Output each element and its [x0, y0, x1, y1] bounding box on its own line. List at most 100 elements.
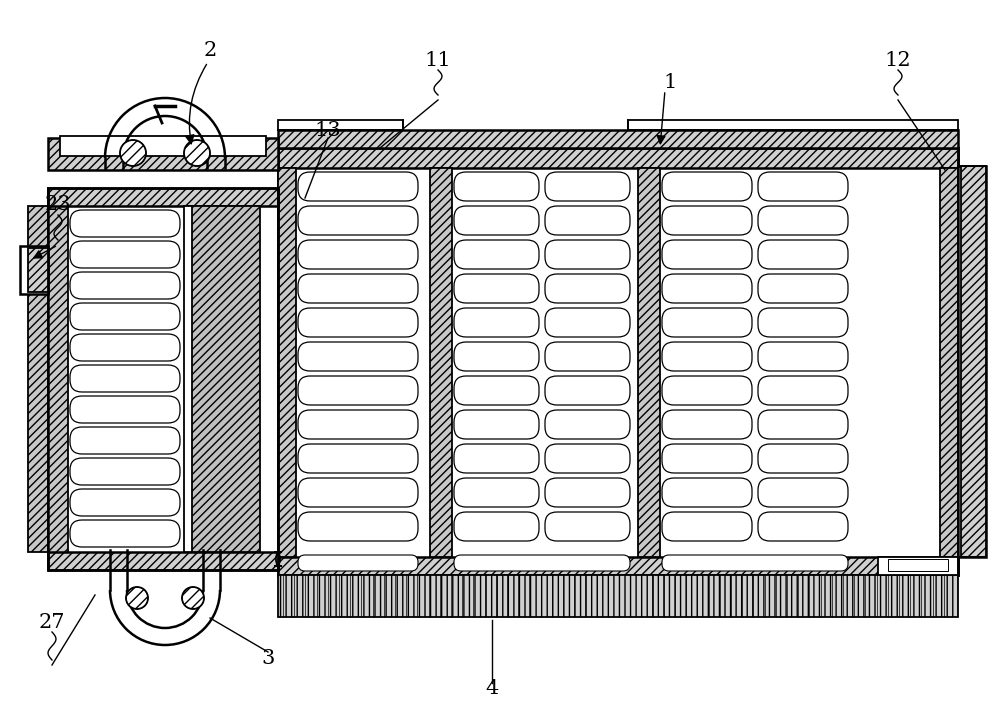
FancyBboxPatch shape — [758, 172, 848, 201]
FancyBboxPatch shape — [758, 410, 848, 439]
Bar — [958, 166, 986, 557]
Bar — [628, 120, 958, 130]
FancyBboxPatch shape — [70, 365, 180, 392]
Bar — [430, 168, 452, 557]
FancyBboxPatch shape — [545, 512, 630, 541]
FancyBboxPatch shape — [662, 376, 752, 405]
Bar — [638, 168, 660, 557]
FancyBboxPatch shape — [70, 272, 180, 299]
FancyBboxPatch shape — [545, 206, 630, 235]
Text: 3: 3 — [261, 648, 275, 667]
FancyBboxPatch shape — [758, 342, 848, 371]
Bar — [940, 168, 958, 557]
FancyBboxPatch shape — [545, 240, 630, 269]
Bar — [48, 188, 68, 570]
FancyBboxPatch shape — [454, 410, 539, 439]
FancyBboxPatch shape — [298, 478, 418, 507]
Circle shape — [184, 140, 210, 166]
FancyBboxPatch shape — [545, 172, 630, 201]
FancyBboxPatch shape — [298, 342, 418, 371]
FancyBboxPatch shape — [545, 478, 630, 507]
Bar — [278, 168, 296, 557]
FancyBboxPatch shape — [758, 206, 848, 235]
FancyBboxPatch shape — [298, 444, 418, 473]
Bar — [888, 559, 948, 571]
FancyBboxPatch shape — [70, 458, 180, 485]
FancyBboxPatch shape — [70, 489, 180, 516]
FancyBboxPatch shape — [298, 376, 418, 405]
Circle shape — [120, 140, 146, 166]
Circle shape — [182, 587, 204, 609]
FancyBboxPatch shape — [70, 303, 180, 330]
FancyBboxPatch shape — [662, 410, 752, 439]
FancyBboxPatch shape — [662, 308, 752, 337]
FancyBboxPatch shape — [454, 206, 539, 235]
FancyBboxPatch shape — [545, 376, 630, 405]
FancyBboxPatch shape — [758, 512, 848, 541]
FancyBboxPatch shape — [298, 274, 418, 303]
FancyBboxPatch shape — [454, 555, 630, 571]
Bar — [278, 148, 958, 168]
FancyBboxPatch shape — [70, 427, 180, 454]
FancyBboxPatch shape — [298, 240, 418, 269]
Bar — [48, 138, 278, 170]
Bar — [60, 136, 266, 156]
FancyBboxPatch shape — [298, 410, 418, 439]
FancyBboxPatch shape — [298, 555, 418, 571]
FancyBboxPatch shape — [454, 512, 539, 541]
Bar — [184, 206, 192, 552]
Bar — [278, 557, 958, 575]
FancyBboxPatch shape — [454, 376, 539, 405]
FancyBboxPatch shape — [545, 308, 630, 337]
FancyBboxPatch shape — [298, 206, 418, 235]
FancyBboxPatch shape — [662, 172, 752, 201]
Text: 27: 27 — [39, 613, 65, 632]
FancyBboxPatch shape — [454, 444, 539, 473]
Text: 11: 11 — [425, 50, 451, 70]
FancyBboxPatch shape — [662, 555, 848, 571]
FancyBboxPatch shape — [454, 274, 539, 303]
Bar — [48, 552, 278, 570]
FancyBboxPatch shape — [70, 334, 180, 361]
Bar — [878, 557, 958, 575]
Bar — [48, 188, 278, 570]
FancyBboxPatch shape — [545, 410, 630, 439]
FancyBboxPatch shape — [662, 240, 752, 269]
FancyBboxPatch shape — [662, 444, 752, 473]
Bar — [961, 166, 986, 557]
FancyBboxPatch shape — [454, 308, 539, 337]
FancyBboxPatch shape — [662, 342, 752, 371]
Text: 13: 13 — [315, 121, 341, 140]
FancyBboxPatch shape — [662, 206, 752, 235]
FancyBboxPatch shape — [662, 274, 752, 303]
FancyBboxPatch shape — [454, 478, 539, 507]
FancyBboxPatch shape — [298, 172, 418, 201]
Text: 2: 2 — [203, 41, 217, 60]
FancyBboxPatch shape — [662, 478, 752, 507]
Text: 12: 12 — [885, 50, 911, 70]
FancyBboxPatch shape — [70, 241, 180, 268]
FancyBboxPatch shape — [454, 172, 539, 201]
FancyBboxPatch shape — [758, 308, 848, 337]
FancyBboxPatch shape — [758, 240, 848, 269]
Bar — [278, 120, 403, 130]
FancyBboxPatch shape — [454, 342, 539, 371]
FancyBboxPatch shape — [298, 512, 418, 541]
Bar — [188, 206, 260, 552]
Bar — [278, 148, 958, 575]
FancyBboxPatch shape — [545, 444, 630, 473]
Circle shape — [126, 587, 148, 609]
FancyBboxPatch shape — [454, 240, 539, 269]
Text: 23: 23 — [45, 196, 71, 214]
FancyBboxPatch shape — [274, 552, 282, 566]
FancyBboxPatch shape — [662, 512, 752, 541]
FancyBboxPatch shape — [70, 210, 180, 237]
FancyBboxPatch shape — [758, 274, 848, 303]
FancyBboxPatch shape — [758, 376, 848, 405]
FancyBboxPatch shape — [545, 342, 630, 371]
FancyBboxPatch shape — [545, 274, 630, 303]
Bar — [48, 188, 278, 206]
Bar — [278, 575, 958, 617]
Bar — [28, 206, 48, 552]
FancyBboxPatch shape — [70, 396, 180, 423]
